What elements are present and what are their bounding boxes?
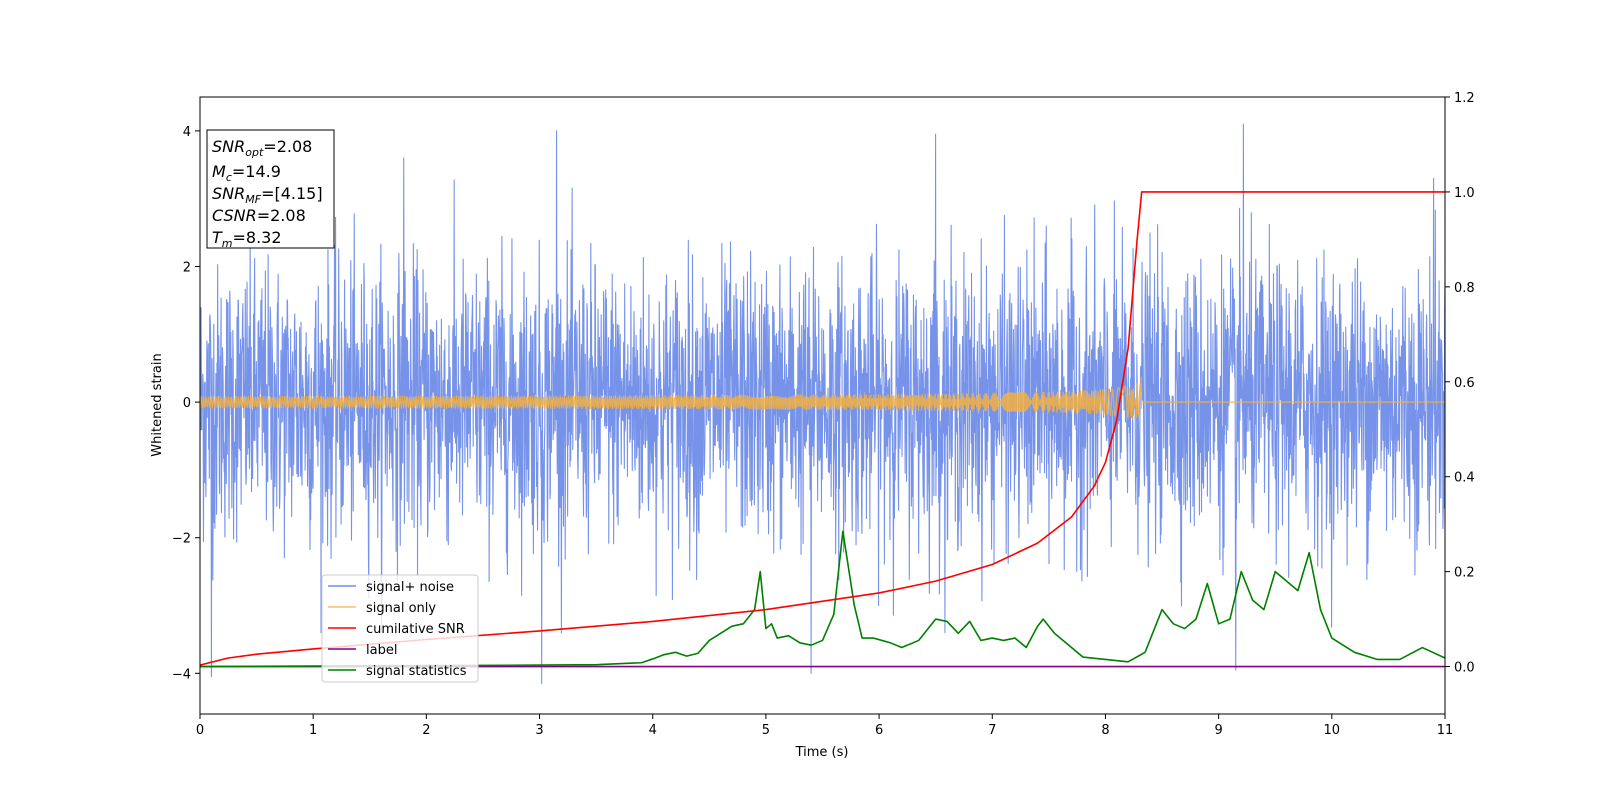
x-tick-label: 8 bbox=[1101, 723, 1109, 738]
y-axis-label: Whitened strain bbox=[150, 353, 165, 456]
x-tick-label: 10 bbox=[1324, 723, 1341, 738]
y-tick-label: −2 bbox=[172, 532, 191, 547]
x-tick-label: 1 bbox=[309, 723, 317, 738]
y2-axis-ticks: 0.0 0.2 0.4 0.6 0.8 1.0 1.2 bbox=[1445, 91, 1475, 676]
info-symbol: SNR bbox=[212, 137, 245, 156]
y2-tick-label: 1.0 bbox=[1454, 186, 1475, 201]
y2-tick-label: 0.2 bbox=[1454, 566, 1475, 581]
x-tick-label: 7 bbox=[988, 723, 996, 738]
series-signal-statistics bbox=[200, 530, 1445, 668]
x-tick-label: 0 bbox=[196, 723, 204, 738]
x-tick-label: 9 bbox=[1214, 723, 1222, 738]
x-tick-label: 3 bbox=[535, 723, 543, 738]
y2-tick-label: 1.2 bbox=[1454, 91, 1475, 106]
x-axis-label: Time (s) bbox=[795, 745, 849, 760]
legend-label: signal only bbox=[366, 601, 436, 616]
info-symbol: SNR bbox=[212, 184, 245, 203]
info-value: =2.08 bbox=[257, 206, 306, 225]
x-tick-label: 4 bbox=[649, 723, 657, 738]
legend-label: label bbox=[366, 643, 397, 658]
x-tick-label: 2 bbox=[422, 723, 430, 738]
info-box-row: Mc=14.9 bbox=[212, 162, 281, 184]
y-axis-ticks: −4 −2 0 2 4 bbox=[172, 125, 200, 682]
legend-frame bbox=[321, 574, 479, 683]
legend-label: signal statistics bbox=[366, 664, 467, 679]
y-tick-label: 0 bbox=[183, 396, 191, 411]
info-subscript: opt bbox=[245, 146, 264, 159]
info-subscript: m bbox=[222, 237, 233, 250]
x-tick-label: 6 bbox=[875, 723, 883, 738]
info-box-row: SNRMF=[4.15] bbox=[212, 184, 323, 206]
info-box-row: SNRopt=2.08 bbox=[212, 137, 312, 159]
info-box-frame bbox=[206, 129, 335, 249]
info-symbol: T bbox=[212, 228, 223, 247]
info-box: SNRopt=2.08Mc=14.9SNRMF=[4.15]CSNR=2.08T… bbox=[206, 129, 335, 250]
legend-label: cumilative SNR bbox=[366, 622, 465, 637]
y2-tick-label: 0.0 bbox=[1454, 661, 1475, 676]
info-subscript: MF bbox=[245, 193, 261, 206]
y2-tick-label: 0.6 bbox=[1454, 376, 1475, 391]
info-value: =2.08 bbox=[263, 137, 312, 156]
info-value: =14.9 bbox=[232, 162, 281, 181]
y2-tick-label: 0.4 bbox=[1454, 471, 1475, 486]
x-tick-label: 11 bbox=[1437, 723, 1454, 738]
legend-label: signal+ noise bbox=[366, 580, 454, 595]
x-tick-label: 5 bbox=[762, 723, 770, 738]
series-signal-only bbox=[200, 376, 1445, 421]
x-axis-ticks: 0 1 2 3 4 5 6 7 8 9 10 11 bbox=[196, 714, 1453, 738]
info-symbol: M bbox=[212, 162, 226, 181]
y-tick-label: 2 bbox=[183, 261, 191, 276]
info-box-row: Tm=8.32 bbox=[212, 228, 282, 250]
y2-tick-label: 0.8 bbox=[1454, 281, 1475, 296]
series-signal-noise bbox=[200, 123, 1445, 685]
info-symbol: CSNR bbox=[212, 206, 257, 225]
info-subscript: c bbox=[226, 171, 232, 184]
y-tick-label: −4 bbox=[172, 667, 191, 682]
info-box-row: CSNR=2.08 bbox=[212, 206, 306, 225]
info-value: =8.32 bbox=[233, 228, 282, 247]
legend: signal+ noise signal only cumilative SNR la… bbox=[321, 574, 479, 683]
info-value: =[4.15] bbox=[261, 184, 323, 203]
y-tick-label: 4 bbox=[183, 125, 191, 140]
plot-frame bbox=[199, 96, 1446, 715]
